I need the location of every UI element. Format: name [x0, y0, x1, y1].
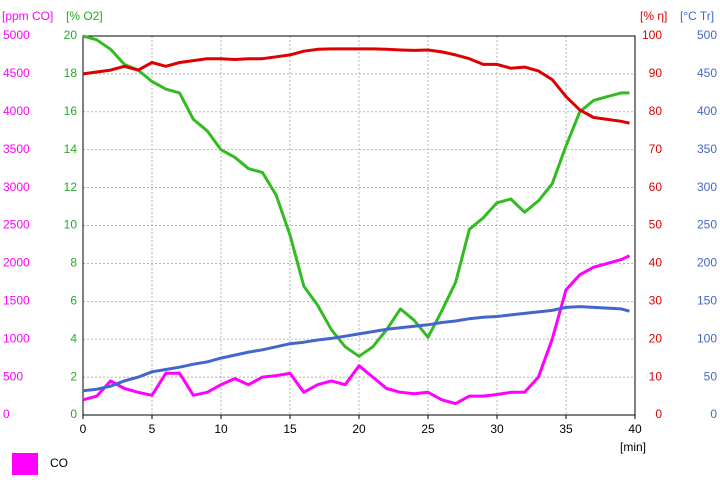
y-tick-label: 300 — [697, 180, 717, 194]
y-tick-label: 4 — [70, 331, 77, 345]
y-tick-label: 500 — [697, 28, 717, 42]
y-tick-label: 18 — [64, 66, 78, 80]
y-tick-label: 3500 — [3, 142, 30, 156]
y-tick-label: 4500 — [3, 66, 30, 80]
y-axis-label: [°C Tr] — [680, 9, 714, 23]
y-tick-label: 40 — [649, 256, 663, 270]
y-tick-label: 16 — [64, 104, 78, 118]
series-line — [82, 254, 631, 406]
y-tick-label: 10 — [649, 369, 663, 383]
y-tick-label: 4000 — [3, 104, 30, 118]
y-tick-label: 60 — [649, 180, 663, 194]
y-tick-label: 0 — [710, 407, 717, 421]
y-tick-label: 6 — [70, 293, 77, 307]
y-tick-label: 30 — [649, 293, 663, 307]
y-axis-label: [% η] — [640, 9, 667, 23]
x-tick-label: 15 — [283, 422, 297, 436]
y-tick-label: 50 — [649, 218, 663, 232]
y-tick-label: 100 — [642, 28, 662, 42]
y-tick-label: 200 — [697, 256, 717, 270]
series-line — [82, 34, 630, 358]
y-tick-label: 350 — [697, 142, 717, 156]
y-tick-label: 1000 — [3, 331, 30, 345]
plot-frame — [82, 35, 636, 416]
y-tick-label: 14 — [64, 142, 78, 156]
y-tick-label: 90 — [649, 66, 663, 80]
y-tick-label: 1500 — [3, 293, 30, 307]
y-tick-label: 2 — [70, 369, 77, 383]
y-tick-label: 150 — [697, 293, 717, 307]
x-tick-label: 30 — [490, 422, 504, 436]
series-line — [82, 305, 630, 393]
x-tick-label: 40 — [628, 422, 642, 436]
y-tick-label: 70 — [649, 142, 663, 156]
y-tick-label: 0 — [70, 407, 77, 421]
y-tick-label: 2000 — [3, 256, 30, 270]
y-tick-label: 2500 — [3, 218, 30, 232]
y-tick-label: 3000 — [3, 180, 30, 194]
legend-swatch — [12, 453, 38, 475]
y-tick-label: 400 — [697, 104, 717, 118]
y-tick-label: 12 — [64, 180, 78, 194]
y-tick-label: 500 — [3, 369, 23, 383]
x-tick-label: 25 — [421, 422, 435, 436]
y-tick-label: 0 — [655, 407, 662, 421]
x-tick-label: 20 — [352, 422, 366, 436]
y-tick-label: 100 — [697, 331, 717, 345]
y-tick-label: 8 — [70, 256, 77, 270]
y-tick-label: 50 — [704, 369, 718, 383]
y-tick-label: 450 — [697, 66, 717, 80]
y-axis-label: [% O2] — [66, 9, 103, 23]
x-tick-label: 5 — [149, 422, 156, 436]
x-tick-label: 35 — [559, 422, 573, 436]
y-tick-label: 250 — [697, 218, 717, 232]
x-tick-label: 10 — [214, 422, 228, 436]
y-tick-label: 20 — [649, 331, 663, 345]
x-axis-label: [min] — [620, 440, 646, 454]
x-tick-label: 0 — [80, 422, 87, 436]
y-tick-label: 10 — [64, 218, 78, 232]
series-line — [82, 47, 630, 125]
y-tick-label: 20 — [64, 28, 78, 42]
y-tick-label: 80 — [649, 104, 663, 118]
y-tick-label: 5000 — [3, 28, 30, 42]
y-axis-label: [ppm CO] — [2, 9, 53, 23]
legend-label: CO — [50, 456, 68, 470]
y-tick-label: 0 — [3, 407, 10, 421]
